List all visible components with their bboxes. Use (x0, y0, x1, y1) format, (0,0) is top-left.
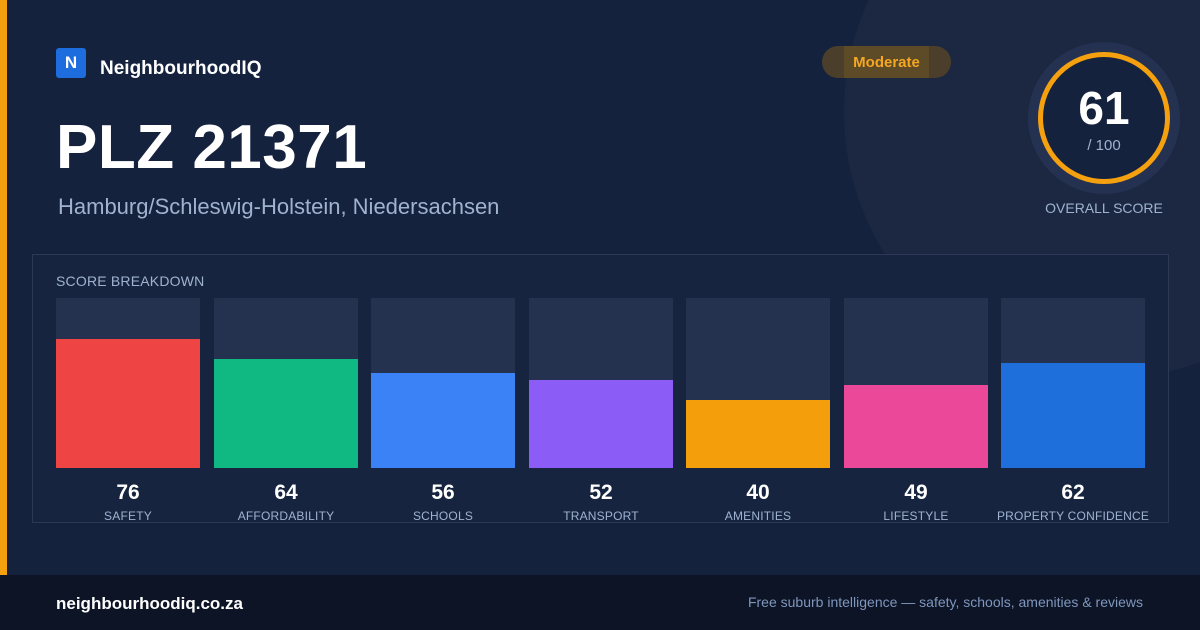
page-title: PLZ 21371 (56, 113, 368, 182)
score-bar-amenities: 40 AMENITIES (686, 298, 830, 523)
score-bar-track (1001, 298, 1145, 468)
score-bar-safety: 76 SAFETY (56, 298, 200, 523)
overall-score-max: / 100 (1087, 137, 1121, 154)
score-bar-lifestyle: 49 LIFESTYLE (844, 298, 988, 523)
overall-score-label: OVERALL SCORE (1045, 200, 1163, 216)
score-bar-fill (1001, 363, 1145, 468)
rating-badge-label: Moderate (853, 53, 920, 71)
score-bar-track (371, 298, 515, 468)
score-bar-value: 56 (431, 481, 455, 504)
score-bar-track (56, 298, 200, 468)
score-bar-track (844, 298, 988, 468)
score-breakdown-panel: SCORE BREAKDOWN 76 SAFETY 64 AFFORDABILITY 5… (32, 254, 1169, 523)
overall-score-value: 61 (1078, 82, 1130, 134)
score-bar-transport: 52 TRANSPORT (529, 298, 673, 523)
score-bar-fill (529, 380, 673, 468)
score-bar-property-confidence: 62 PROPERTY CONFIDENCE (997, 298, 1149, 523)
footer-url-link[interactable]: neighbourhoodiq.co.za (56, 594, 243, 613)
score-bar-value: 49 (904, 481, 928, 504)
brand[interactable]: N NeighbourhoodIQ (56, 46, 261, 80)
score-bar-fill (371, 373, 515, 468)
score-bar-label: AFFORDABILITY (237, 509, 335, 523)
accent-stripe (0, 0, 7, 575)
score-bar-label: LIFESTYLE (883, 509, 949, 523)
brand-logo-icon: N (56, 48, 86, 78)
score-bar-label: SCHOOLS (412, 509, 474, 523)
score-bar-label: SAFETY (104, 509, 152, 523)
rating-badge: Moderate (822, 46, 951, 78)
overall-score-ring: 61 / 100 (1038, 52, 1170, 184)
footer-tagline: Free suburb intelligence — safety, schoo… (747, 594, 1143, 610)
score-bar-value: 40 (746, 481, 770, 504)
score-bar-fill (214, 359, 358, 468)
score-bar-value: 52 (589, 481, 613, 504)
badge-highlight (844, 46, 929, 78)
share-card: N NeighbourhoodIQ PLZ 21371 Hamburg/Schl… (0, 0, 1170, 575)
score-bar-track (214, 298, 358, 468)
score-bar-label: AMENITIES (724, 509, 792, 523)
brand-name: NeighbourhoodIQ (100, 58, 262, 79)
score-bar-value: 62 (1061, 481, 1085, 504)
score-bar-label: PROPERTY CONFIDENCE (996, 509, 1150, 523)
location-subtitle: Hamburg/Schleswig-Holstein, Niedersachse… (58, 194, 500, 219)
score-bar-label: TRANSPORT (563, 509, 639, 523)
score-bar-value: 76 (116, 481, 140, 504)
score-bar-value: 64 (274, 481, 298, 504)
score-bar-track (529, 298, 673, 468)
score-bar-schools: 56 SCHOOLS (371, 298, 515, 523)
score-breakdown-title: SCORE BREAKDOWN (56, 273, 205, 289)
score-bar-fill (686, 400, 830, 468)
score-bar-affordability: 64 AFFORDABILITY (214, 298, 358, 523)
score-bar-fill (56, 339, 200, 468)
score-bar-track (686, 298, 830, 468)
footer: neighbourhoodiq.co.za Free suburb intell… (0, 575, 1200, 630)
score-bar-fill (844, 385, 988, 468)
